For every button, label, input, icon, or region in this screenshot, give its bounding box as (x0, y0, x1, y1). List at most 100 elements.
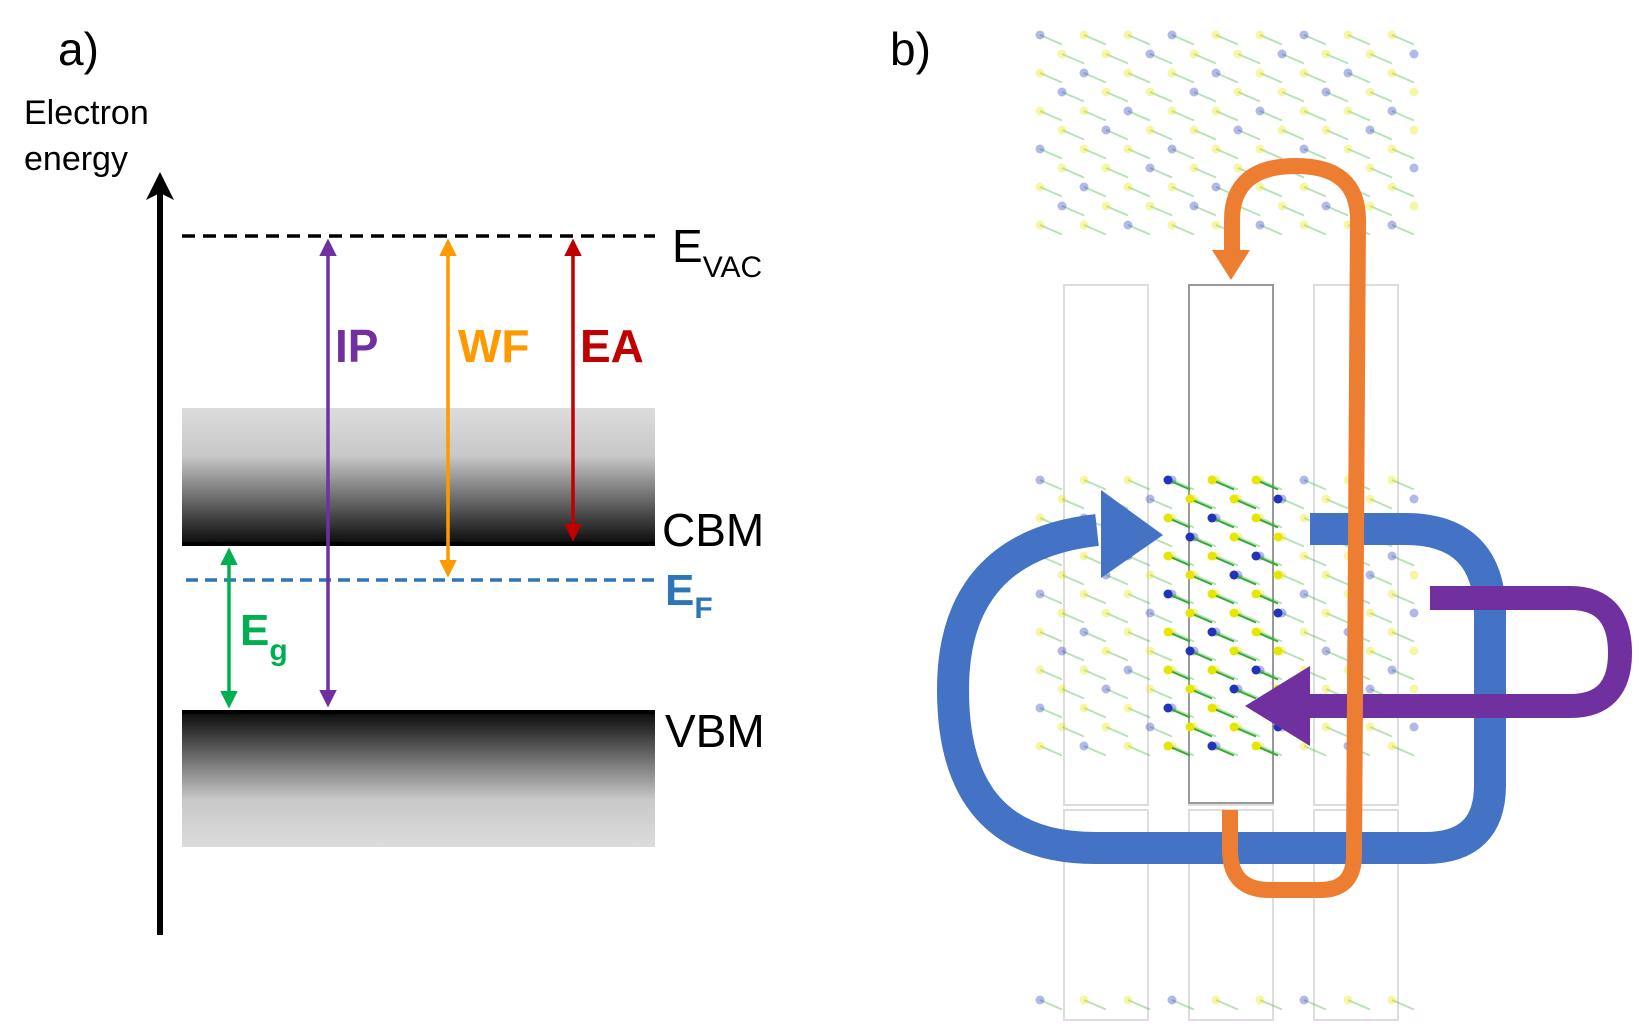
lattice-bond (1083, 72, 1107, 84)
lattice-atom (1365, 163, 1375, 173)
lattice-atom (1057, 125, 1067, 135)
ip-label: IP (335, 320, 378, 372)
lattice-bond (1127, 669, 1151, 681)
ef-label: EF (665, 566, 713, 625)
lattice-bond (1083, 745, 1107, 757)
lattice-bond (1127, 999, 1151, 1011)
lattice-atom (1299, 513, 1309, 523)
lattice-atom (1145, 684, 1155, 694)
lattice-atom (1299, 551, 1309, 561)
lattice-bond (1083, 186, 1107, 198)
lattice-atom (1299, 220, 1309, 230)
lattice-bond (1259, 479, 1283, 491)
lattice-atom (1273, 494, 1283, 504)
lattice-atom (1387, 627, 1397, 637)
lattice-atom (1163, 627, 1173, 637)
lattice-bond (1171, 555, 1195, 567)
lattice-atom (1101, 163, 1111, 173)
lattice-atom (1145, 646, 1155, 656)
lattice-atom (1123, 995, 1133, 1005)
lattice-atom (1035, 475, 1045, 485)
lattice-bond (1149, 726, 1173, 738)
lattice-atom (1273, 570, 1283, 580)
lattice-atom (1409, 163, 1419, 173)
lattice-atom (1251, 741, 1261, 751)
lattice-atom (1387, 589, 1397, 599)
lattice-bond (1215, 669, 1239, 681)
lattice-bond (1171, 186, 1195, 198)
lattice-bond (1039, 186, 1063, 198)
lattice-atom (1123, 475, 1133, 485)
lattice-atom (1035, 703, 1045, 713)
lattice-atom (1387, 220, 1397, 230)
lattice-atom (1145, 722, 1155, 732)
lattice-bond (1391, 593, 1415, 605)
lattice-bond (1083, 479, 1107, 491)
lattice-atom (1343, 144, 1353, 154)
lattice-atom (1189, 201, 1199, 211)
lattice-atom (1229, 722, 1239, 732)
lattice-bond (1325, 205, 1349, 217)
lattice-bond (1237, 129, 1261, 141)
lattice-bond (1061, 167, 1085, 179)
lattice-atom (1163, 703, 1173, 713)
lattice-atom (1251, 551, 1261, 561)
lattice-atom (1057, 201, 1067, 211)
lattice-bond (1061, 650, 1085, 662)
lattice-atom (1057, 49, 1067, 59)
lattice-atom (1229, 494, 1239, 504)
lattice-bond (1039, 72, 1063, 84)
lattice-bond (1325, 129, 1349, 141)
lattice-atom (1079, 551, 1089, 561)
orange-loop-arrow (1222, 158, 1366, 898)
lattice-bond (1325, 498, 1349, 510)
lattice-atom (1255, 144, 1265, 154)
lattice-bond (1193, 726, 1217, 738)
lattice-atom (1387, 144, 1397, 154)
lattice-bond (1391, 186, 1415, 198)
lattice-bond (1347, 148, 1371, 160)
lattice-atom (1123, 68, 1133, 78)
blue-loop-arrow (937, 513, 1506, 864)
lattice-atom (1101, 722, 1111, 732)
lattice-bond (1127, 631, 1151, 643)
lattice-atom (1365, 87, 1375, 97)
lattice-bond (1237, 650, 1261, 662)
panel-a: a) Electron energy EVAC CBM EF VBM IP WF… (24, 23, 765, 935)
lattice-atom (1057, 684, 1067, 694)
lattice-atom (1079, 589, 1089, 599)
lattice-bond (1237, 612, 1261, 624)
lattice-bond (1259, 148, 1283, 160)
lattice-bond (1215, 707, 1239, 719)
lattice-bond (1303, 186, 1327, 198)
lattice-bond (1149, 129, 1173, 141)
lattice-atom (1035, 144, 1045, 154)
lattice-bond (1281, 536, 1305, 548)
cbm-label: CBM (662, 504, 764, 556)
lattice-bond (1281, 53, 1305, 65)
lattice-bond (1237, 574, 1261, 586)
lattice-bond (1347, 72, 1371, 84)
lattice-atom (1277, 87, 1287, 97)
lattice-bond (1127, 593, 1151, 605)
lattice-bond (1369, 612, 1393, 624)
lattice-atom (1079, 220, 1089, 230)
lattice-atom (1035, 589, 1045, 599)
lattice-atom (1123, 106, 1133, 116)
lattice-atom (1145, 125, 1155, 135)
lattice-atom (1233, 125, 1243, 135)
lattice-atom (1299, 68, 1309, 78)
lattice-atom (1299, 144, 1309, 154)
lattice-bond (1039, 110, 1063, 122)
lattice-bond (1215, 479, 1239, 491)
lattice-bond (1149, 91, 1173, 103)
panel-b-label: b) (890, 23, 931, 75)
lattice-atom (1211, 68, 1221, 78)
lattice-bond (1105, 91, 1129, 103)
purple-loop-arrowhead (1245, 666, 1310, 746)
lattice-atom (1251, 627, 1261, 637)
lattice-atom (1189, 125, 1199, 135)
lattice-bond (1127, 148, 1151, 160)
lattice-bond (1281, 650, 1305, 662)
lattice-bond (1391, 479, 1415, 491)
